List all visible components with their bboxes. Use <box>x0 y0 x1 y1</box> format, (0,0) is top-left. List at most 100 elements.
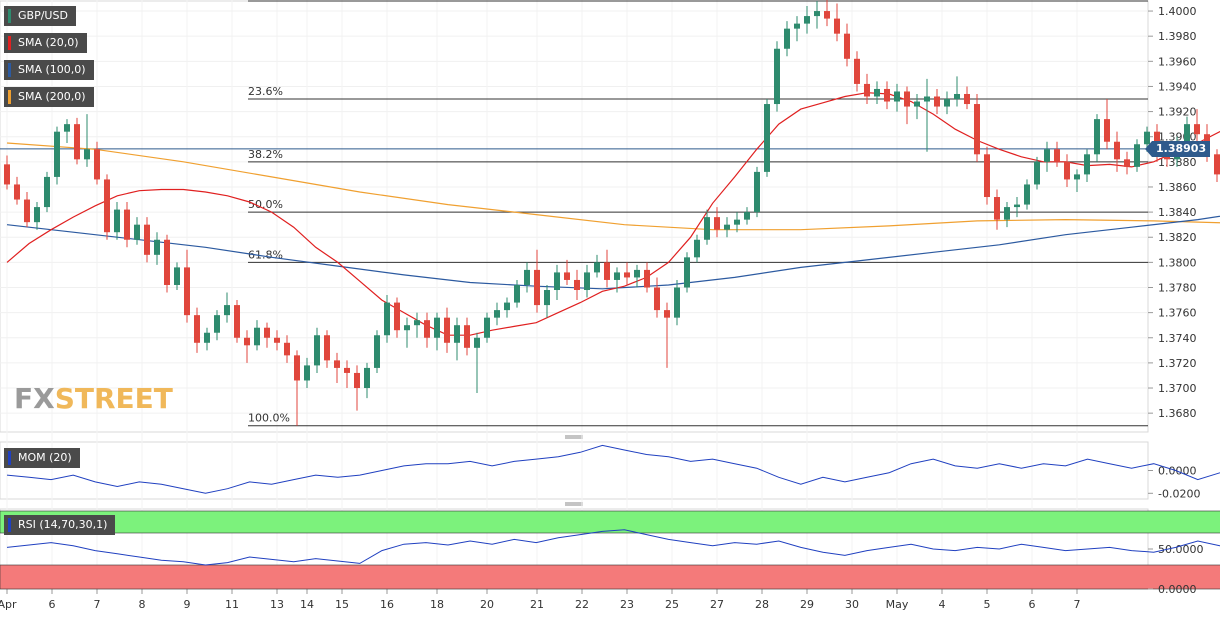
candle-body-13 <box>134 224 140 240</box>
candle-body-28 <box>284 342 290 356</box>
xtick-label-7: 14 <box>300 598 314 611</box>
ytick-label-15: 1.3980 <box>1158 30 1197 43</box>
candle-body-46 <box>464 325 470 348</box>
candle-body-36 <box>364 367 370 389</box>
candle-body-96 <box>964 93 970 105</box>
candle-body-33 <box>334 360 340 368</box>
xtick-label-9: 16 <box>380 598 394 611</box>
candle-body-55 <box>554 272 560 291</box>
candle-body-80 <box>804 16 810 24</box>
candle-body-72 <box>724 224 730 230</box>
xtick-label-16: 27 <box>710 598 724 611</box>
xtick-label-3: 8 <box>139 598 146 611</box>
xtick-label-12: 21 <box>530 598 544 611</box>
candle-body-74 <box>744 212 750 220</box>
fib-label-4: 100.0% <box>248 412 290 425</box>
candle-body-91 <box>914 101 920 107</box>
candle-body-102 <box>1024 184 1030 205</box>
current-price-tag: 1.38903 <box>1144 140 1211 157</box>
candle-body-15 <box>154 239 160 255</box>
candle-body-92 <box>924 96 930 102</box>
candle-body-99 <box>994 197 1000 220</box>
candle-body-108 <box>1084 154 1090 175</box>
xtick-label-5: 11 <box>225 598 239 611</box>
xtick-label-20: May <box>886 598 909 611</box>
main-panel <box>0 0 1149 433</box>
logo-fx: FX <box>14 382 55 415</box>
fib-label-2: 50.0% <box>248 198 283 211</box>
candle-body-1 <box>14 184 20 200</box>
candle-body-54 <box>544 290 550 306</box>
rsi-ytick-label-1: 0.0000 <box>1158 583 1197 596</box>
candle-body-68 <box>684 257 690 288</box>
candle-body-75 <box>754 171 760 213</box>
rsi-swatch <box>8 518 11 532</box>
candle-body-38 <box>384 302 390 336</box>
candle-body-24 <box>244 337 250 346</box>
candle-body-50 <box>504 302 510 311</box>
sma200-line <box>6 142 1220 231</box>
candle-body-18 <box>184 267 190 316</box>
ytick-label-2: 1.3720 <box>1158 357 1197 370</box>
candle-body-69 <box>694 239 700 258</box>
candle-body-97 <box>974 104 980 155</box>
candle-body-60 <box>604 262 610 280</box>
xtick-label-10: 18 <box>430 598 444 611</box>
candle-body-23 <box>234 305 240 338</box>
rsi-line <box>6 529 1220 566</box>
candle-body-73 <box>734 219 740 225</box>
candle-body-51 <box>514 284 520 303</box>
ytick-label-4: 1.3760 <box>1158 307 1197 320</box>
candle-body-105 <box>1054 149 1060 162</box>
candle-body-22 <box>224 305 230 316</box>
mom-panel <box>0 441 1149 500</box>
candle-body-95 <box>954 93 960 100</box>
xtick-label-0: Apr <box>0 598 17 611</box>
xtick-label-6: 13 <box>270 598 284 611</box>
candle-body-77 <box>774 48 780 105</box>
candle-body-44 <box>444 317 450 343</box>
candle-body-53 <box>534 269 540 306</box>
sma100-line <box>6 215 1220 290</box>
candle-body-79 <box>794 23 800 29</box>
candle-body-45 <box>454 325 460 343</box>
ytick-label-0: 1.3680 <box>1158 407 1197 420</box>
candle-body-78 <box>784 28 790 49</box>
sma200-swatch <box>8 90 11 104</box>
candle-body-114 <box>1144 131 1150 145</box>
candle-body-48 <box>484 317 490 338</box>
candle-body-42 <box>424 320 430 338</box>
candle-body-9 <box>94 149 100 180</box>
xtick-label-15: 25 <box>665 598 679 611</box>
candle-body-49 <box>494 310 500 318</box>
pair-label: GBP/USD <box>18 9 68 22</box>
candle-body-37 <box>374 335 380 368</box>
candle-body-110 <box>1104 119 1110 142</box>
candle-body-16 <box>164 239 170 285</box>
candle-body-70 <box>704 217 710 240</box>
candle-body-94 <box>944 99 950 107</box>
candle-body-29 <box>294 355 300 381</box>
xtick-label-13: 22 <box>575 598 589 611</box>
candle-body-39 <box>394 302 400 331</box>
ytick-label-8: 1.3840 <box>1158 206 1197 219</box>
candle-body-82 <box>824 11 830 19</box>
candle-body-41 <box>414 320 420 326</box>
candle-body-67 <box>674 287 680 318</box>
candle-body-61 <box>614 272 620 280</box>
candle-body-87 <box>874 88 880 97</box>
candle-body-34 <box>344 367 350 373</box>
rsi-ytick-label-0: 50.0000 <box>1158 543 1204 556</box>
candle-body-81 <box>814 11 820 17</box>
xtick-label-18: 29 <box>800 598 814 611</box>
candle-body-6 <box>64 124 70 132</box>
candle-body-21 <box>214 315 220 333</box>
candle-body-98 <box>984 154 990 198</box>
sma100-label: SMA (100,0) <box>18 63 86 76</box>
ytick-label-9: 1.3860 <box>1158 181 1197 194</box>
legend-pair: GBP/USD <box>4 6 76 26</box>
candle-body-14 <box>144 224 150 255</box>
legend-sma20: SMA (20,0) <box>4 33 87 53</box>
candle-body-88 <box>884 88 890 102</box>
